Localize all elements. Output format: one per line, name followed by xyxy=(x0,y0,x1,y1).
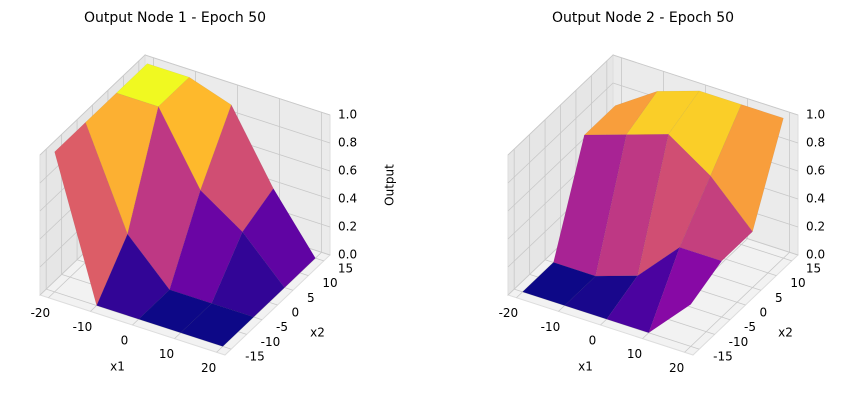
z-tick-label: 0.6 xyxy=(338,164,357,178)
x-tick-label: 10 xyxy=(627,347,642,361)
z-tick-label: 0.4 xyxy=(806,192,825,206)
y-axis-label: x2 xyxy=(310,326,325,340)
z-tick-label: 0.4 xyxy=(338,192,357,206)
grid-line xyxy=(507,82,614,184)
y-tick-label: -10 xyxy=(729,335,749,349)
surface-patch xyxy=(180,303,255,347)
x-tick-label: 10 xyxy=(159,347,174,361)
x-tick-label: 20 xyxy=(201,361,216,375)
y-tick-label: 10 xyxy=(790,276,805,290)
y-tick-label: 0 xyxy=(292,306,300,320)
surface-patch xyxy=(242,188,316,288)
chart-title: Output Node 2 - Epoch 50 xyxy=(552,10,734,26)
z-tick-label: 0.6 xyxy=(806,164,825,178)
y-tick-label: -15 xyxy=(713,350,733,364)
x-tick-label: -10 xyxy=(73,320,93,334)
y-tick-label: 15 xyxy=(806,261,821,275)
y-tick-label: 10 xyxy=(322,276,337,290)
y-tick-label: -5 xyxy=(744,320,756,334)
y-tick-label: 5 xyxy=(775,291,783,305)
z-axis-label: Output xyxy=(383,164,397,206)
y-tick-label: 5 xyxy=(307,291,315,305)
grid-line xyxy=(144,54,331,116)
x-tick-label: -20 xyxy=(499,306,519,320)
x-axis-label: x1 xyxy=(578,360,593,374)
grid-line xyxy=(39,54,146,156)
z-tick-label: 0.2 xyxy=(338,220,357,234)
y-tick-label: -5 xyxy=(276,320,288,334)
chart-panel: Output Node 1 - Epoch 50-20-1001020-15-1… xyxy=(31,10,397,375)
z-tick-label: 0.0 xyxy=(806,248,825,262)
surface-patch xyxy=(710,104,784,233)
y-axis-label: x2 xyxy=(778,326,793,340)
x-tick-label: 0 xyxy=(589,334,597,348)
x-tick-label: -20 xyxy=(31,306,51,320)
x-tick-label: -10 xyxy=(541,320,561,334)
chart-title: Output Node 1 - Epoch 50 xyxy=(84,10,266,26)
surface-patch xyxy=(648,247,723,334)
x-tick-label: 20 xyxy=(669,361,684,375)
z-tick-label: 0.2 xyxy=(806,220,825,234)
z-tick-label: 0.8 xyxy=(806,136,825,150)
y-tick-label: -10 xyxy=(261,335,281,349)
z-tick-label: 0.0 xyxy=(338,248,357,262)
chart-panel: Output Node 2 - Epoch 50-20-1001020-15-1… xyxy=(499,10,825,375)
z-tick-label: 1.0 xyxy=(338,108,357,122)
grid-line xyxy=(612,54,799,116)
grid-line xyxy=(507,54,614,156)
y-tick-label: 15 xyxy=(338,261,353,275)
y-tick-label: -15 xyxy=(245,350,265,364)
z-tick-label: 0.8 xyxy=(338,136,357,150)
z-tick-label: 1.0 xyxy=(806,108,825,122)
x-axis-label: x1 xyxy=(110,360,125,374)
y-tick-label: 0 xyxy=(760,306,768,320)
x-tick-label: 0 xyxy=(121,334,129,348)
